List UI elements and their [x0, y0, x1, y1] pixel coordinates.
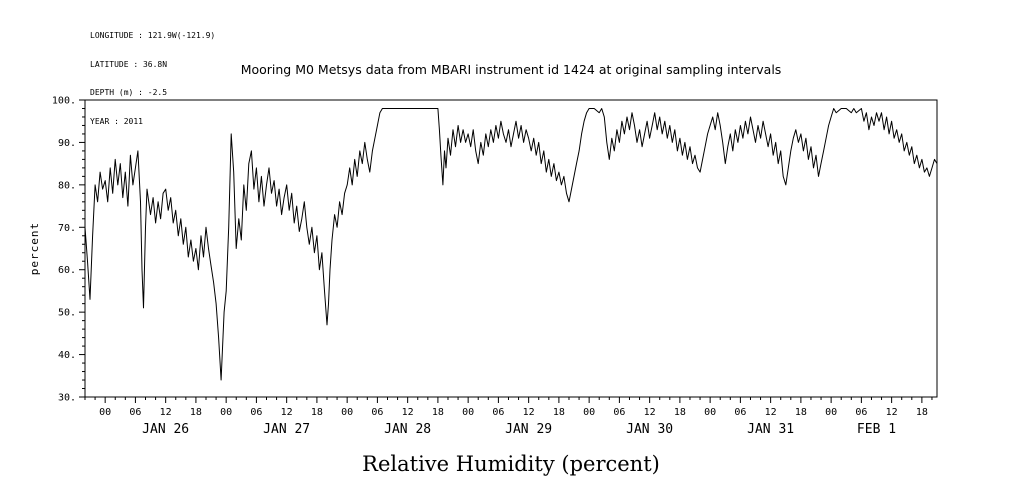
x-hour-label: 18 [311, 407, 323, 418]
y-tick-label: 100. [52, 96, 76, 107]
y-tick-label: 40. [58, 350, 76, 361]
x-hour-label: 06 [371, 407, 383, 418]
x-hour-label: 18 [190, 407, 202, 418]
x-hour-label: 06 [734, 407, 746, 418]
x-hour-label: 00 [220, 407, 232, 418]
metadata-year: YEAR : 2011 [90, 116, 143, 126]
x-hour-label: 18 [553, 407, 565, 418]
x-hour-label: 18 [674, 407, 686, 418]
x-hour-label: 12 [886, 407, 898, 418]
x-day-label: JAN 26 [142, 422, 189, 437]
x-hour-label: 00 [341, 407, 353, 418]
x-hour-label: 12 [523, 407, 535, 418]
x-hour-label: 06 [613, 407, 625, 418]
x-hour-label: 06 [250, 407, 262, 418]
x-hour-label: 12 [281, 407, 293, 418]
x-hour-label: 12 [160, 407, 172, 418]
x-hour-label: 06 [855, 407, 867, 418]
plot-frame [84, 99, 938, 398]
x-day-label: JAN 31 [747, 422, 794, 437]
x-day-label: JAN 27 [263, 422, 310, 437]
metadata-block: LONGITUDE : 121.9W(-121.9) LATITUDE : 36… [90, 12, 215, 145]
x-axis-title: Relative Humidity (percent) [362, 452, 660, 476]
x-hour-label: 00 [583, 407, 595, 418]
y-tick-label: 70. [58, 223, 76, 234]
y-tick-label: 60. [58, 265, 76, 276]
y-tick-label: 80. [58, 180, 76, 191]
x-hour-label: 00 [462, 407, 474, 418]
y-tick-label: 50. [58, 308, 76, 319]
x-day-label: JAN 29 [505, 422, 552, 437]
plot-title: Mooring M0 Metsys data from MBARI instru… [240, 62, 782, 77]
x-day-label: FEB 1 [857, 422, 896, 437]
x-hour-label: 12 [644, 407, 656, 418]
x-day-label: JAN 30 [626, 422, 673, 437]
x-hour-label: 12 [765, 407, 777, 418]
x-day-label: JAN 28 [384, 422, 431, 437]
metadata-longitude: LONGITUDE : 121.9W(-121.9) [90, 31, 216, 40]
x-hour-label: 00 [825, 407, 837, 418]
x-hour-label: 00 [99, 407, 111, 418]
y-tick-label: 30. [58, 393, 76, 404]
x-hour-label: 12 [402, 407, 414, 418]
x-hour-label: 18 [432, 407, 444, 418]
x-hour-label: 18 [916, 407, 928, 418]
y-tick-label: 90. [58, 138, 76, 149]
x-hour-label: 06 [492, 407, 504, 418]
humidity-line [84, 108, 938, 381]
metadata-latitude: LATITUDE : 36.8N [90, 59, 168, 69]
x-hour-label: 06 [129, 407, 141, 418]
metadata-depth: DEPTH (m) : -2.5 [90, 88, 168, 97]
x-hour-label: 00 [704, 407, 716, 418]
x-hour-label: 18 [795, 407, 807, 418]
y-axis-label: percent [28, 222, 41, 275]
